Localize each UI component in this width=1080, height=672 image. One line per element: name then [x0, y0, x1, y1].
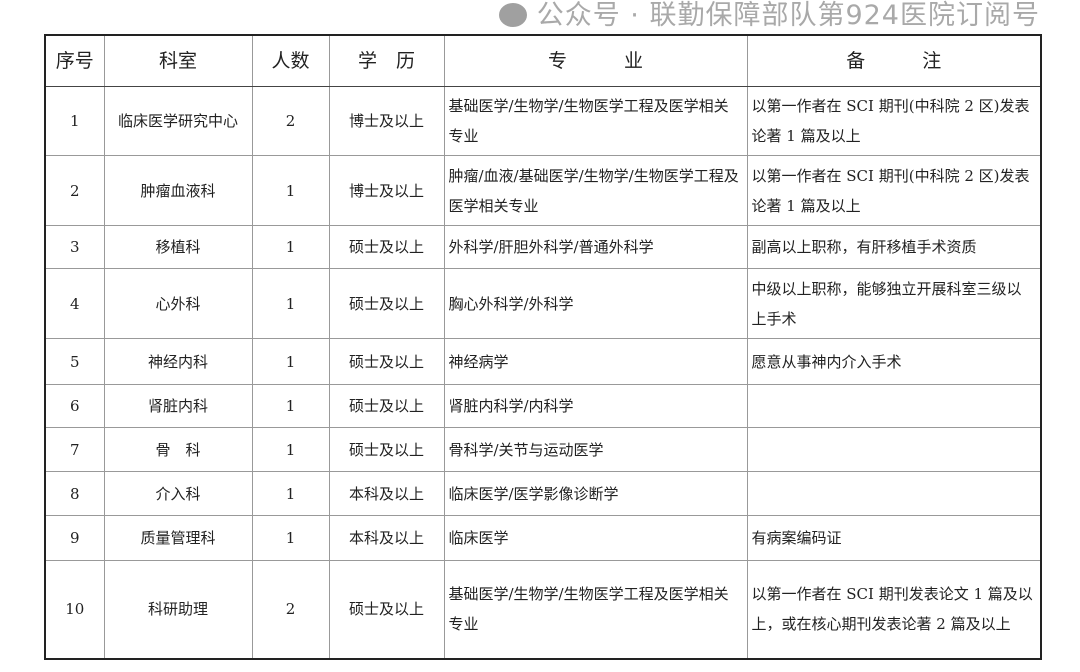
table-row: 10 科研助理 2 硕士及以上 基础医学/生物学/生物医学工程及医学相关专业 以第一作者在…	[44, 560, 1042, 659]
cell-note	[746, 427, 1042, 472]
cell-edu: 硕士及以上	[328, 560, 445, 659]
cell-dept: 肿瘤血液科	[103, 155, 253, 226]
cell-dept: 临床医学研究中心	[103, 86, 253, 156]
cell-edu: 博士及以上	[328, 155, 445, 226]
cell-major: 临床医学	[443, 515, 748, 561]
cell-dept: 质量管理科	[103, 515, 253, 561]
cell-count: 2	[251, 86, 330, 156]
table-row: 5 神经内科 1 硕士及以上 神经病学 愿意从事神内介入手术	[44, 338, 1042, 385]
table-row: 6 肾脏内科 1 硕士及以上 肾脏内科学/内科学	[44, 384, 1042, 428]
header-count: 人数	[251, 34, 330, 87]
cell-no: 10	[44, 560, 105, 659]
cell-dept: 神经内科	[103, 338, 253, 385]
cell-count: 1	[251, 155, 330, 226]
cell-count: 1	[251, 338, 330, 385]
cell-major: 胸心外科学/外科学	[443, 268, 748, 339]
cell-note	[746, 384, 1042, 428]
header-edu: 学 历	[328, 34, 445, 87]
cell-count: 1	[251, 427, 330, 472]
recruitment-table: 序号 科室 人数 学 历 专 业 备 注 1 临床医学研究中心 2 博士及以上 基础医学…	[44, 34, 1042, 660]
cell-no: 7	[44, 427, 105, 472]
cell-no: 8	[44, 471, 105, 516]
cell-edu: 硕士及以上	[328, 225, 445, 269]
header-major: 专 业	[443, 34, 748, 87]
cell-note: 愿意从事神内介入手术	[746, 338, 1042, 385]
cell-dept: 介入科	[103, 471, 253, 516]
table-row: 4 心外科 1 硕士及以上 胸心外科学/外科学 中级以上职称，能够独立开展科室三级以上手术	[44, 268, 1042, 339]
table-body: 1 临床医学研究中心 2 博士及以上 基础医学/生物学/生物医学工程及医学相关专业 以第一…	[44, 86, 1042, 659]
table-row: 8 介入科 1 本科及以上 临床医学/医学影像诊断学	[44, 471, 1042, 516]
cell-major: 肾脏内科学/内科学	[443, 384, 748, 428]
cell-edu: 硕士及以上	[328, 338, 445, 385]
table-row: 2 肿瘤血液科 1 博士及以上 肿瘤/血液/基础医学/生物学/生物医学工程及医学相关专业…	[44, 155, 1042, 226]
cell-count: 2	[251, 560, 330, 659]
cell-note: 中级以上职称，能够独立开展科室三级以上手术	[746, 268, 1042, 339]
cell-dept: 骨 科	[103, 427, 253, 472]
cell-dept: 肾脏内科	[103, 384, 253, 428]
header-no: 序号	[44, 34, 105, 87]
cell-note: 有病案编码证	[746, 515, 1042, 561]
cell-no: 6	[44, 384, 105, 428]
header-note: 备 注	[746, 34, 1042, 87]
cell-dept: 移植科	[103, 225, 253, 269]
cell-no: 9	[44, 515, 105, 561]
cell-edu: 博士及以上	[328, 86, 445, 156]
cell-major: 基础医学/生物学/生物医学工程及医学相关专业	[443, 86, 748, 156]
cell-no: 2	[44, 155, 105, 226]
cell-count: 1	[251, 225, 330, 269]
cell-note: 副高以上职称，有肝移植手术资质	[746, 225, 1042, 269]
cell-note: 以第一作者在 SCI 期刊发表论文 1 篇及以上，或在核心期刊发表论著 2 篇及…	[746, 560, 1042, 659]
table-row: 3 移植科 1 硕士及以上 外科学/肝胆外科学/普通外科学 副高以上职称，有肝移植手术资质	[44, 225, 1042, 269]
watermark: 公众号 · 联勤保障部队第924医院订阅号	[498, 0, 1040, 32]
cell-edu: 本科及以上	[328, 515, 445, 561]
wechat-icon	[498, 3, 527, 27]
cell-count: 1	[251, 384, 330, 428]
cell-no: 5	[44, 338, 105, 385]
cell-note: 以第一作者在 SCI 期刊(中科院 2 区)发表论著 1 篇及以上	[746, 155, 1042, 226]
cell-no: 4	[44, 268, 105, 339]
cell-major: 外科学/肝胆外科学/普通外科学	[443, 225, 748, 269]
cell-note	[746, 471, 1042, 516]
cell-count: 1	[251, 268, 330, 339]
cell-dept: 科研助理	[103, 560, 253, 659]
cell-edu: 硕士及以上	[328, 268, 445, 339]
cell-major: 骨科学/关节与运动医学	[443, 427, 748, 472]
cell-edu: 硕士及以上	[328, 384, 445, 428]
cell-major: 神经病学	[443, 338, 748, 385]
cell-edu: 硕士及以上	[328, 427, 445, 472]
cell-count: 1	[251, 471, 330, 516]
watermark-text: 公众号 · 联勤保障部队第924医院订阅号	[536, 0, 1040, 31]
table-header-row: 序号 科室 人数 学 历 专 业 备 注	[44, 34, 1042, 87]
cell-edu: 本科及以上	[328, 471, 445, 516]
cell-no: 1	[44, 86, 105, 156]
cell-note: 以第一作者在 SCI 期刊(中科院 2 区)发表论著 1 篇及以上	[746, 86, 1042, 156]
cell-major: 基础医学/生物学/生物医学工程及医学相关专业	[443, 560, 748, 659]
cell-dept: 心外科	[103, 268, 253, 339]
cell-major: 肿瘤/血液/基础医学/生物学/生物医学工程及医学相关专业	[443, 155, 748, 226]
table-row: 9 质量管理科 1 本科及以上 临床医学 有病案编码证	[44, 515, 1042, 561]
header-dept: 科室	[103, 34, 253, 87]
cell-major: 临床医学/医学影像诊断学	[443, 471, 748, 516]
cell-no: 3	[44, 225, 105, 269]
cell-count: 1	[251, 515, 330, 561]
table-row: 1 临床医学研究中心 2 博士及以上 基础医学/生物学/生物医学工程及医学相关专业 以第一…	[44, 86, 1042, 156]
